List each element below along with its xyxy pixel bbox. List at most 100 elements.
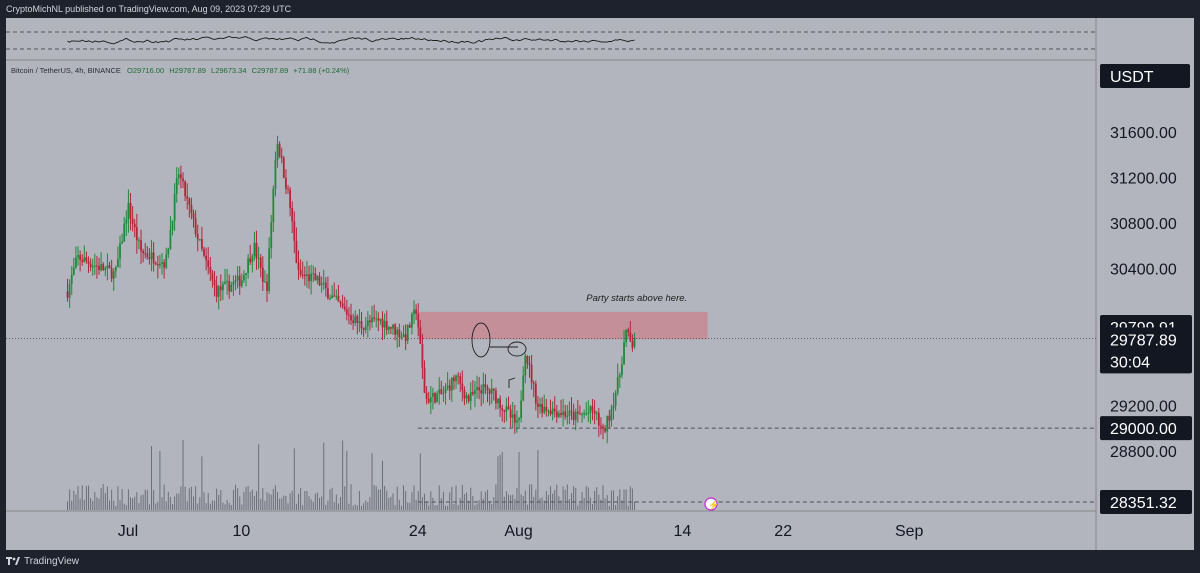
candle-body: [356, 316, 359, 323]
candle-body: [198, 239, 201, 241]
currency-badge[interactable]: [1100, 64, 1190, 88]
symbol-legend: Bitcoin / TetherUS, 4h, BINANCE O29716.0…: [11, 66, 350, 75]
candle-body: [440, 389, 443, 394]
candle-body: [91, 266, 94, 268]
candle-body: [87, 261, 90, 264]
candle-body: [555, 411, 558, 417]
candle-body: [79, 255, 82, 260]
candle-body: [511, 414, 514, 418]
candle-body: [509, 409, 512, 418]
rsi-pane: [6, 18, 1096, 60]
candle-body: [398, 329, 401, 338]
candle-body: [167, 248, 170, 255]
symbol-name: Bitcoin / TetherUS, 4h, BINANCE: [11, 66, 121, 75]
candle-body: [123, 223, 126, 242]
candle-body: [551, 408, 554, 415]
candle-body: [89, 263, 92, 268]
candle-body: [255, 242, 258, 259]
candle-body: [343, 306, 346, 310]
candle-body: [341, 303, 344, 307]
candle-body: [140, 240, 142, 251]
candle-body: [150, 252, 153, 259]
candle-body: [492, 388, 495, 391]
candle-body: [444, 387, 447, 394]
candle-body: [308, 274, 310, 282]
candle-body: [522, 375, 525, 401]
candle-body: [593, 410, 596, 414]
rsi-line: [67, 36, 635, 45]
candle-body: [608, 415, 611, 421]
candle-body: [108, 265, 111, 269]
resistance-zone: [417, 311, 708, 340]
candle-body: [75, 257, 77, 268]
candle-body: [70, 274, 73, 284]
y-tick-label: 30800.00: [1110, 216, 1177, 233]
candle-body: [576, 411, 579, 414]
candle-body: [461, 383, 464, 391]
price-chart[interactable]: Bitcoin / TetherUS, 4h, BINANCE O29716.0…: [6, 18, 1194, 550]
published-text: CryptoMichNL published on TradingView.co…: [6, 4, 292, 14]
candle-body: [467, 395, 470, 402]
ohlc-change: +71.88 (+0.24%): [293, 66, 349, 75]
x-tick-label: Jul: [118, 523, 138, 540]
candle-body: [125, 219, 128, 224]
candle-body: [243, 274, 245, 281]
candle-body: [194, 218, 197, 235]
candle-body: [322, 282, 325, 284]
candle-body: [104, 268, 107, 270]
candle-body: [318, 276, 321, 286]
candle-body: [226, 280, 229, 282]
candle-body: [537, 403, 539, 408]
candle-body: [121, 241, 124, 244]
candle-body: [562, 411, 565, 416]
candle-body: [448, 385, 451, 391]
candle-body: [345, 309, 348, 315]
candle-body: [354, 316, 357, 323]
annotation-text: Party starts above here.: [586, 293, 687, 304]
candle-body: [482, 384, 485, 394]
candle-body: [249, 258, 252, 263]
candle-body: [631, 340, 634, 348]
candle-body: [335, 295, 338, 297]
candle-body: [463, 390, 466, 399]
candle-body: [215, 285, 218, 297]
x-tick-label: Aug: [504, 523, 532, 540]
drawn-ellipse-right: [507, 341, 527, 357]
candle-body: [423, 367, 426, 393]
candle-body: [301, 274, 304, 276]
drawn-ellipse-left: [471, 322, 491, 358]
candle-body: [400, 336, 403, 338]
candle-body: [446, 385, 449, 388]
candle-body: [543, 406, 546, 413]
candle-body: [459, 376, 462, 384]
chart-frame[interactable]: Bitcoin / TetherUS, 4h, BINANCE O29716.0…: [6, 18, 1194, 550]
candle-body: [524, 355, 527, 376]
candle-body: [257, 257, 260, 259]
candle-body: [369, 320, 371, 323]
y-tick-label: 31600.00: [1110, 125, 1177, 142]
candle-body: [314, 273, 317, 281]
candle-body: [306, 274, 308, 277]
candle-body: [348, 314, 350, 316]
footer-bar: TradingView: [0, 550, 1200, 573]
candle-body: [612, 405, 615, 409]
candle-body: [133, 223, 136, 228]
candle-body: [106, 265, 109, 269]
candle-body: [604, 428, 607, 432]
candle-body: [278, 144, 281, 157]
candle-body: [520, 400, 523, 419]
candle-body: [427, 399, 430, 403]
candle-body: [513, 414, 516, 423]
candle-body: [93, 265, 96, 267]
y-tick-label: 31200.00: [1110, 170, 1177, 187]
candle-body: [570, 410, 573, 412]
candle-body: [251, 256, 254, 263]
candle-body: [163, 262, 166, 268]
candle-body: [333, 295, 336, 297]
candle-body: [503, 410, 506, 412]
candle-body: [417, 313, 420, 328]
event-marker[interactable]: ⚡: [704, 497, 719, 511]
candle-body: [600, 425, 602, 427]
candle-body: [339, 301, 342, 304]
candle-body: [272, 188, 275, 223]
